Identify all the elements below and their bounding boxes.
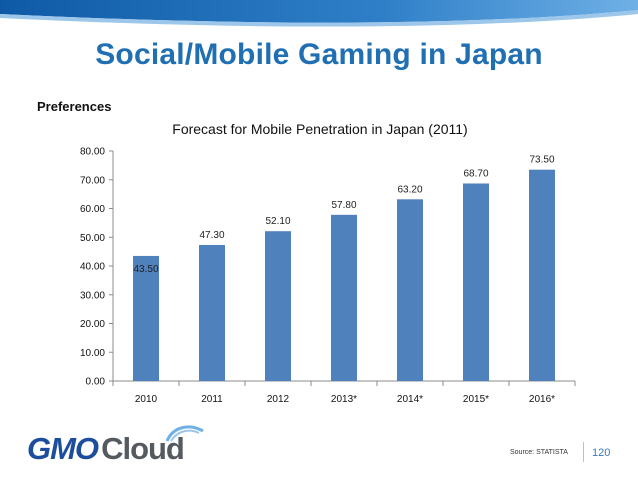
data-label: 57.80 [331, 200, 356, 211]
bar [133, 255, 159, 381]
chart-title: Forecast for Mobile Penetration in Japan… [172, 121, 468, 137]
y-tick-label: 40.00 [80, 262, 105, 273]
slide-title: Social/Mobile Gaming in Japan [95, 38, 543, 71]
x-tick-label: 2013* [331, 394, 357, 405]
x-tick-label: 2012 [267, 394, 290, 405]
data-label: 68.70 [463, 168, 488, 179]
y-tick-label: 30.00 [80, 290, 105, 301]
logo-gmo-text: GMO [27, 431, 99, 466]
bar [463, 183, 489, 381]
bar [397, 199, 423, 381]
bar [529, 169, 555, 381]
cloud-swoosh-icon [165, 425, 204, 442]
logo-wordmark: GMOCloud [27, 431, 185, 467]
bar [265, 231, 291, 381]
x-tick-label: 2010 [135, 394, 158, 405]
source-note: Source: STATISTA [510, 449, 568, 456]
x-tick-label: 2011 [201, 394, 223, 405]
logo-cloud-text: Cloud [101, 431, 185, 466]
top-decorative-band [0, 0, 638, 30]
y-tick-label: 20.00 [80, 319, 105, 330]
page-number: 120 [592, 447, 611, 459]
y-tick-label: 70.00 [80, 175, 105, 186]
data-label: 73.50 [529, 155, 554, 166]
gmo-cloud-logo: GMOCloud [27, 423, 204, 469]
data-label: 43.50 [133, 264, 158, 275]
x-tick-label: 2016* [529, 394, 555, 405]
bar [331, 214, 357, 381]
x-tick-label: 2014* [397, 394, 423, 405]
data-label: 63.20 [397, 184, 422, 195]
footer-divider [583, 442, 584, 462]
x-tick-label: 2015* [463, 394, 489, 405]
y-tick-label: 60.00 [80, 204, 105, 215]
y-tick-label: 10.00 [80, 348, 105, 359]
data-label: 47.30 [199, 230, 224, 241]
section-label: Preferences [37, 99, 112, 114]
y-tick-label: 80.00 [80, 147, 105, 158]
y-tick-label: 50.00 [80, 233, 105, 244]
y-tick-label: 0.00 [86, 377, 106, 388]
bar [199, 245, 225, 381]
data-label: 52.10 [265, 216, 290, 227]
